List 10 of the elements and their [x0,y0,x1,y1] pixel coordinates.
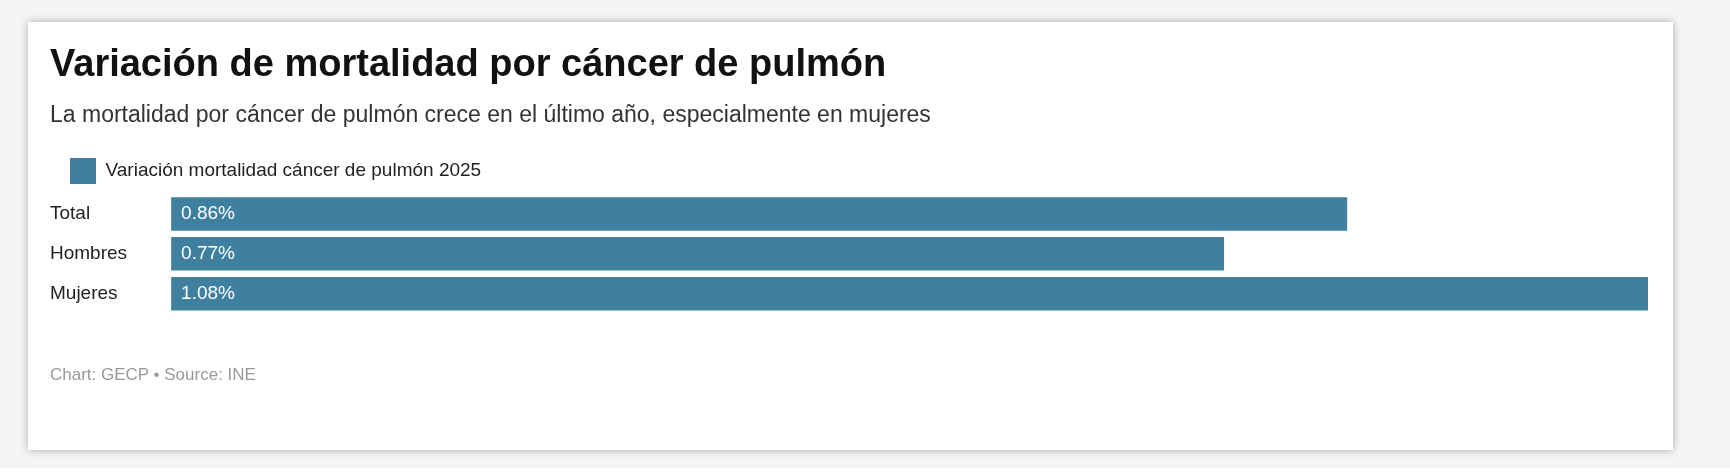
data-label: 1.08% [181,281,236,303]
legend-label: Variación mortalidad cáncer de pulmón 2025 [105,159,482,181]
text: Chart: GECP • Source: INE [50,365,257,385]
y-tick-label: Total [50,202,91,224]
y-tick-label: Mujeres [50,281,118,303]
y-tick-label: Hombres [50,242,128,264]
chart-title: Variación de mortalidad por cáncer de pulmón [50,42,888,85]
chart-subtitle: La mortalidad por cáncer de pulmón crece en el último año, especialmente en mujeres [50,101,932,128]
data-label: 0.77% [181,242,236,264]
data-label: 0.86% [181,202,236,224]
